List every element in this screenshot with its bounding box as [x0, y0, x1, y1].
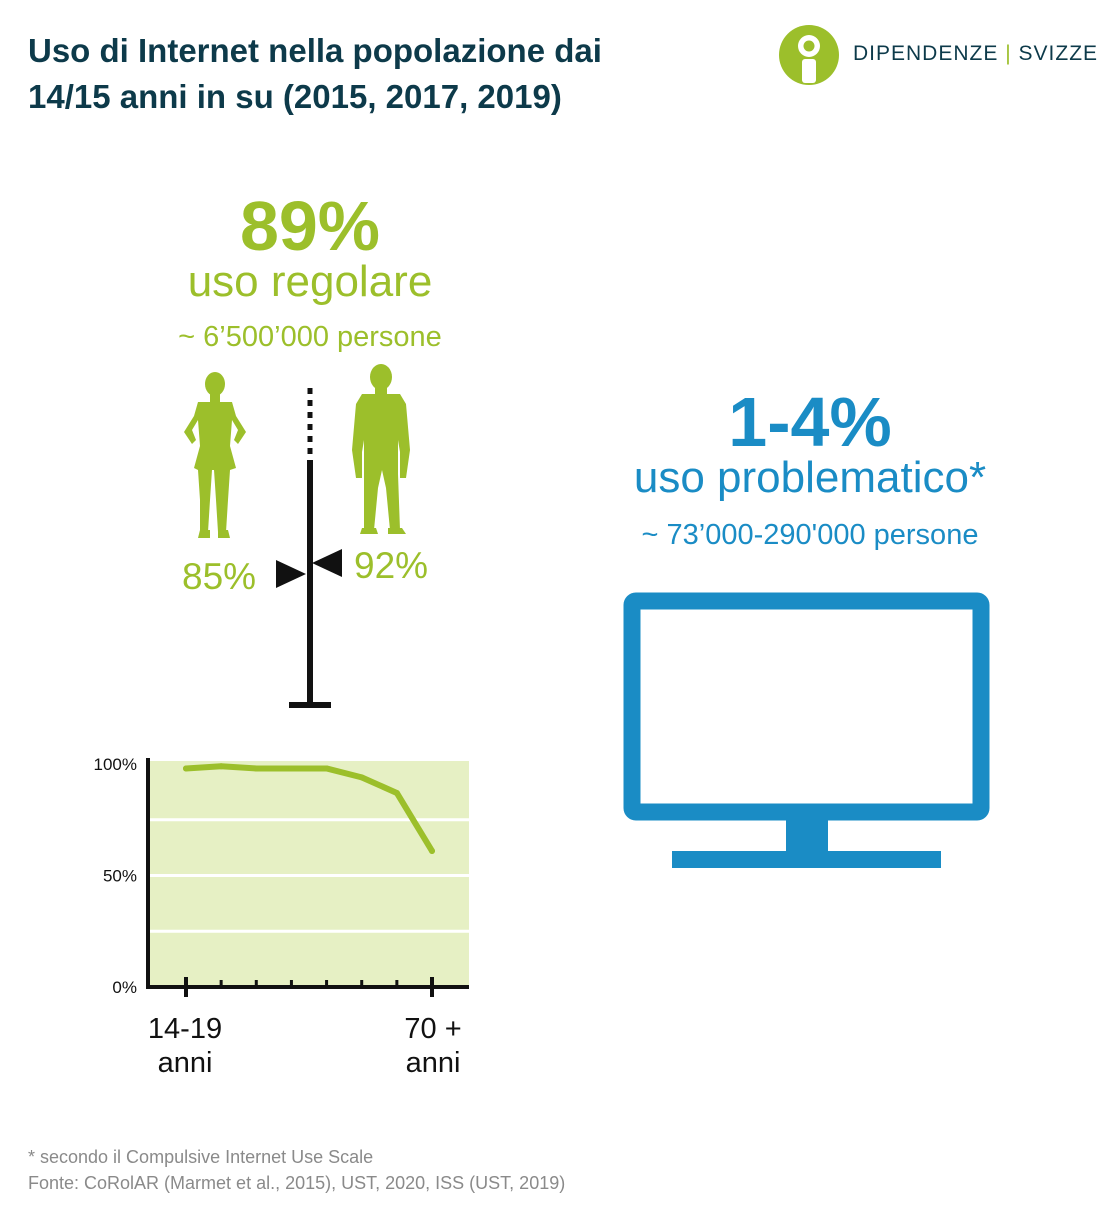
problematic-use-percent: 1-4%: [728, 383, 892, 461]
logo-brand-left: DIPENDENZE: [853, 42, 999, 65]
x-label-end-text: 70 + anni: [404, 1013, 462, 1079]
female-percent: 85%: [182, 556, 257, 597]
x-label-start-text: 14-19 anni: [147, 1013, 223, 1079]
x-label-end: 70 + anni: [378, 1012, 488, 1080]
series-point: [253, 765, 260, 772]
y-tick-label: 50%: [103, 867, 137, 886]
x-label-start: 14-19 anni: [130, 1012, 240, 1080]
page-title: Uso di Internet nella popolazione dai 14…: [28, 28, 748, 120]
series-point: [358, 774, 365, 781]
y-tick-label: 100%: [94, 755, 137, 774]
logo-brand-right: SVIZZERA: [1018, 42, 1098, 65]
male-percent: 92%: [354, 545, 429, 586]
female-marker-arrow: [276, 560, 306, 588]
series-point: [393, 789, 400, 796]
regular-use-percent: 89%: [239, 187, 381, 265]
title-line-1: Uso di Internet nella popolazione dai: [28, 32, 602, 69]
male-silhouette-icon: [352, 364, 410, 534]
logo: DIPENDENZE | SVIZZERA: [778, 24, 1098, 88]
footnote: * secondo il Compulsive Internet Use Sca…: [28, 1144, 565, 1196]
series-point: [183, 765, 189, 772]
problematic-use-persons: ~ 73’000-290'000 persone: [641, 519, 979, 551]
footnote-note: * secondo il Compulsive Internet Use Sca…: [28, 1147, 374, 1167]
title-line-2: 14/15 anni in su (2015, 2017, 2019): [28, 78, 562, 115]
problematic-use-label: uso problematico*: [633, 453, 987, 502]
series-point: [218, 763, 225, 770]
regular-use-label: uso regolare: [187, 257, 433, 306]
female-silhouette-icon: [184, 372, 246, 538]
y-tick-label: 0%: [112, 978, 137, 997]
series-point: [288, 765, 295, 772]
monitor-icon: [623, 592, 990, 868]
series-line: [183, 763, 435, 854]
series-point: [323, 765, 330, 772]
logo-text: DIPENDENZE | SVIZZERA: [853, 42, 1098, 66]
footnote-source: Fonte: CoRolAR (Marmet et al., 2015), US…: [28, 1173, 566, 1193]
regular-use-persons: ~ 6’500’000 persone: [178, 321, 442, 353]
age-usage-line-chart: 100% 50% 0%: [94, 755, 469, 997]
gender-scale-bar: [289, 388, 331, 708]
male-marker-arrow: [312, 549, 342, 577]
info-person-icon: [779, 25, 839, 85]
series-point: [429, 847, 435, 854]
logo-separator: |: [1005, 42, 1012, 65]
